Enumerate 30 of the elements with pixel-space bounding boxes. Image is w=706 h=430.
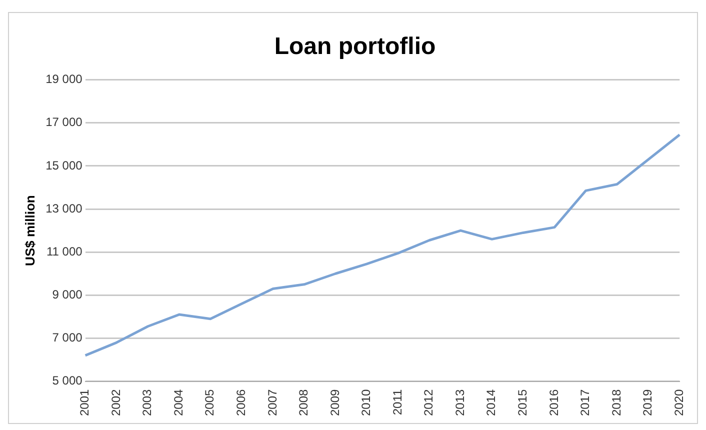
- y-tick-label: 11 000: [46, 244, 83, 258]
- x-tick-label: 2007: [265, 388, 280, 416]
- x-tick-label: 2020: [672, 388, 686, 416]
- x-tick-label: 2004: [171, 388, 186, 416]
- y-tick-label: 19 000: [46, 72, 83, 86]
- x-tick-label: 2009: [328, 388, 342, 416]
- y-tick-label: 15 000: [46, 158, 83, 172]
- x-tick-label: 2015: [516, 388, 530, 416]
- x-tick-label: 2018: [609, 388, 624, 416]
- y-tick-label: 9 000: [52, 287, 83, 302]
- x-tick-label: 2001: [78, 388, 92, 416]
- x-tick-label: 2017: [578, 388, 592, 416]
- y-tick-label: 13 000: [46, 201, 83, 216]
- chart-title: Loan portoflio: [274, 33, 436, 60]
- y-tick-label: 17 000: [46, 115, 83, 130]
- x-tick-label: 2003: [140, 388, 154, 416]
- x-tick-label: 2010: [359, 388, 374, 416]
- x-tick-label: 2011: [390, 388, 404, 416]
- x-tick-label: 2019: [640, 388, 655, 416]
- x-tick-label: 2013: [452, 388, 467, 416]
- x-tick-label: 2014: [484, 388, 498, 416]
- x-tick-label: 2005: [202, 388, 217, 416]
- x-tick-label: 2002: [108, 388, 123, 416]
- x-tick-label: 2016: [546, 388, 561, 416]
- y-tick-label: 5 000: [52, 374, 83, 388]
- x-tick-label: 2008: [296, 388, 311, 416]
- y-axis-title: US$ million: [22, 195, 38, 266]
- x-tick-label: 2006: [234, 388, 248, 416]
- y-tick-label: 7 000: [52, 330, 83, 345]
- x-tick-label: 2012: [422, 388, 436, 416]
